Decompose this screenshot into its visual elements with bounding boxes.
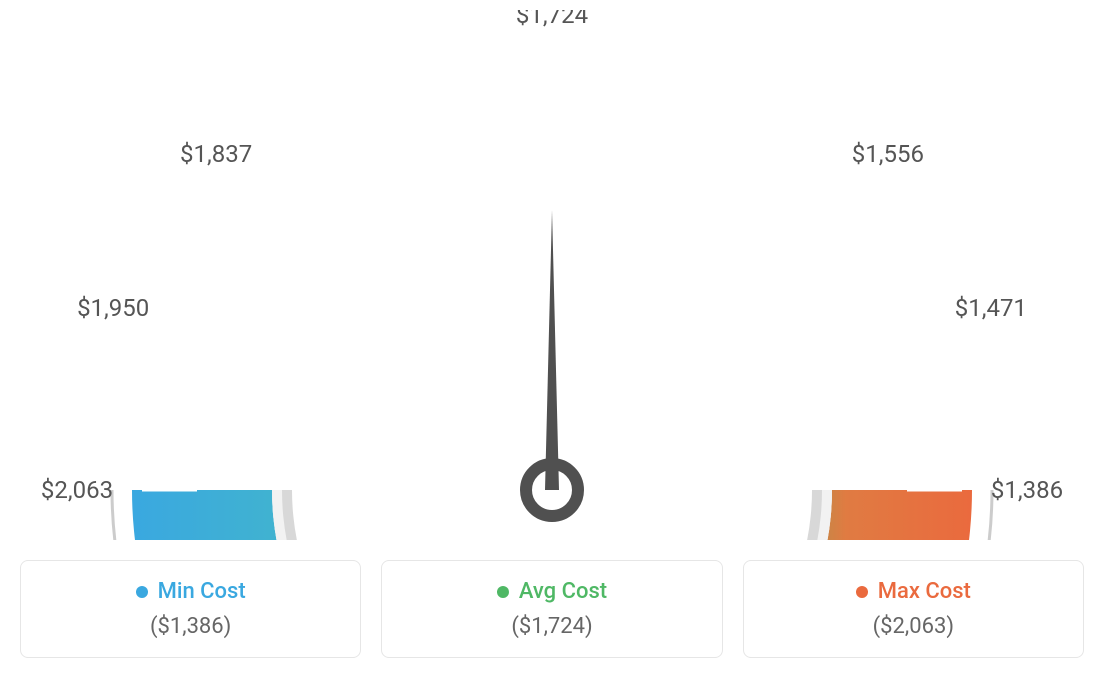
gauge-chart: $1,386 $1,471 $1,556 $1,724 $1,837 $1,950 $2,0… (20, 10, 1084, 540)
gauge-tick-label: $1,724 (516, 10, 588, 29)
legend-label-min: Min Cost (158, 579, 246, 604)
legend-row: Min Cost ($1,386) Avg Cost ($1,724) Max … (20, 560, 1084, 658)
legend-card-min: Min Cost ($1,386) (20, 560, 361, 658)
legend-value-avg: ($1,724) (402, 614, 701, 639)
legend-dot-avg (497, 586, 509, 598)
gauge-needle (545, 210, 559, 490)
legend-label-avg: Avg Cost (519, 579, 607, 604)
gauge-tick-label: $1,386 (991, 476, 1063, 504)
gauge-tick-label: $1,556 (852, 140, 924, 168)
legend-card-avg: Avg Cost ($1,724) (381, 560, 722, 658)
legend-label-max: Max Cost (878, 579, 971, 604)
legend-value-max: ($2,063) (764, 614, 1063, 639)
legend-dot-min (136, 586, 148, 598)
legend-dot-max (856, 586, 868, 598)
gauge-tick-label: $1,837 (180, 140, 252, 168)
legend-card-max: Max Cost ($2,063) (743, 560, 1084, 658)
gauge-svg: $1,386 $1,471 $1,556 $1,724 $1,837 $1,950 $2,0… (20, 10, 1084, 540)
legend-value-min: ($1,386) (41, 614, 340, 639)
gauge-tick-label: $2,063 (41, 476, 113, 504)
gauge-tick-label: $1,950 (77, 294, 149, 322)
gauge-tick-label: $1,471 (955, 294, 1027, 322)
